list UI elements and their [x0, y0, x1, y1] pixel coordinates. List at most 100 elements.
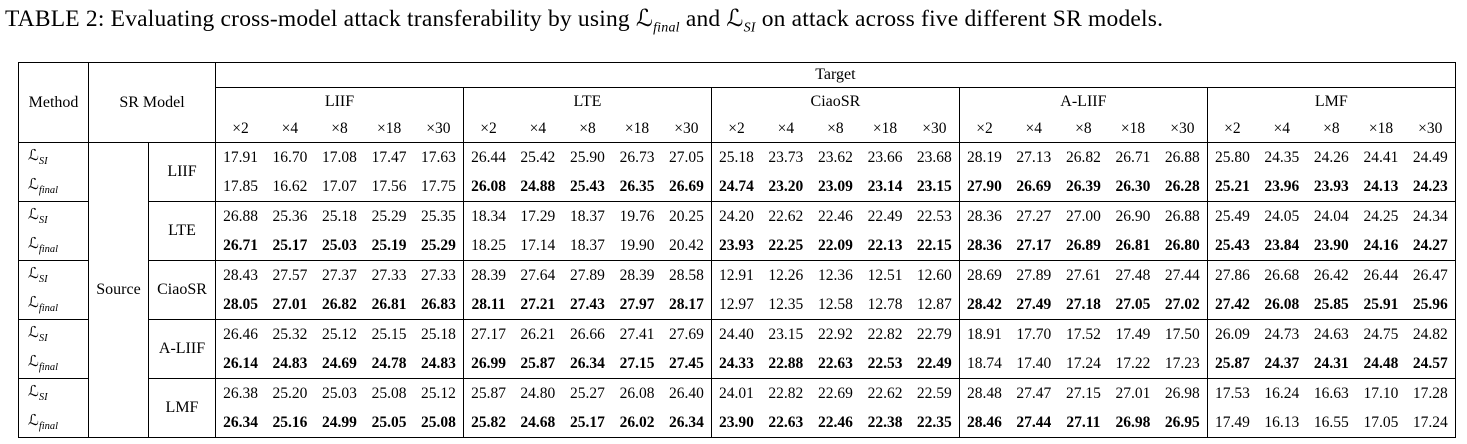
psnr-cell: 28.46 [967, 413, 1002, 431]
psnr-cell: 27.44 [1016, 413, 1052, 431]
psnr-cell: 23.62 [817, 148, 853, 166]
psnr-cell: 24.99 [322, 413, 357, 431]
psnr-cell: 26.09 [1207, 319, 1257, 349]
psnr-cell: 26.42 [1306, 260, 1357, 290]
loss-subscript: SI [38, 214, 48, 226]
psnr-cell: 28.36 [959, 201, 1009, 231]
psnr-cell: 22.92 [810, 319, 861, 349]
psnr-cell: 16.24 [1256, 378, 1307, 408]
psnr-cell: 27.89 [1009, 260, 1059, 290]
psnr-cell: 22.82 [761, 378, 811, 408]
psnr-cell: 27.43 [570, 295, 605, 313]
loss-symbol: ℒ [28, 322, 39, 341]
header-scale: ×18 [364, 116, 414, 143]
psnr-cell: 25.29 [364, 201, 414, 231]
psnr-cell: 24.48 [1363, 354, 1399, 372]
psnr-cell: 24.33 [719, 354, 754, 372]
psnr-cell: 24.23 [1412, 177, 1448, 195]
psnr-cell: 24.27 [1412, 236, 1448, 254]
header-scale: ×2 [215, 116, 266, 143]
psnr-cell: 17.49 [1108, 319, 1158, 349]
psnr-cell: 23.73 [768, 148, 804, 166]
header-scale: ×18 [1108, 116, 1158, 143]
psnr-cell: 25.19 [371, 236, 407, 254]
psnr-cell: 26.88 [215, 201, 266, 231]
method-label-si: ℒSI [18, 142, 89, 172]
psnr-cell: 28.58 [661, 260, 712, 290]
psnr-cell: 17.91 [223, 148, 258, 166]
psnr-cell: 27.90 [967, 177, 1002, 195]
psnr-cell: 20.42 [661, 231, 712, 261]
header-scale: ×30 [909, 116, 960, 143]
caption-text-after: on attack across five different SR model… [761, 6, 1164, 32]
psnr-cell: 26.95 [1157, 408, 1208, 438]
psnr-cell: 26.46 [215, 319, 266, 349]
psnr-cell: 25.16 [272, 413, 308, 431]
psnr-cell: 27.97 [619, 295, 655, 313]
loss-subscript: final [38, 184, 59, 196]
psnr-cell: 17.49 [1214, 413, 1250, 431]
psnr-cell: 12.58 [817, 295, 853, 313]
header-scale: ×8 [810, 116, 861, 143]
transferability-table: Method SR Model Target LIIF LTE CiaoSR A-LIIF L… [18, 62, 1456, 438]
psnr-cell: 24.31 [1313, 354, 1349, 372]
psnr-cell: 18.34 [463, 201, 514, 231]
psnr-cell: 26.69 [1016, 177, 1052, 195]
psnr-cell: 24.83 [272, 354, 308, 372]
loss-symbol: ℒ [28, 351, 39, 370]
psnr-cell: 23.15 [909, 172, 960, 202]
psnr-cell: 22.69 [810, 378, 861, 408]
model-label-liif: LIIF [148, 142, 216, 202]
psnr-cell: 27.05 [1115, 295, 1151, 313]
psnr-cell: 28.17 [661, 290, 712, 320]
psnr-cell: 26.90 [1108, 201, 1158, 231]
psnr-cell: 25.36 [265, 201, 315, 231]
psnr-cell: 26.88 [1157, 142, 1208, 172]
header-group-a-liif: A-LIIF [959, 87, 1208, 116]
psnr-cell: 17.10 [1356, 378, 1406, 408]
source-label: Source [88, 142, 149, 438]
psnr-cell: 17.07 [322, 177, 357, 195]
header-group-lmf: LMF [1314, 93, 1348, 110]
psnr-cell: 25.91 [1363, 295, 1399, 313]
psnr-cell: 26.44 [471, 148, 506, 166]
psnr-cell: 24.57 [1412, 354, 1448, 372]
psnr-cell: 17.14 [520, 236, 556, 254]
psnr-cell: 25.49 [1207, 201, 1257, 231]
psnr-cell: 23.68 [909, 142, 960, 172]
loss-final-symbol: ℒ [635, 4, 654, 32]
psnr-cell: 28.11 [471, 295, 506, 313]
loss-symbol: ℒ [28, 410, 39, 429]
psnr-cell: 26.34 [570, 354, 605, 372]
psnr-cell: 28.69 [959, 260, 1009, 290]
psnr-cell: 17.85 [223, 177, 258, 195]
psnr-cell: 25.18 [314, 201, 365, 231]
psnr-cell: 24.78 [371, 354, 407, 372]
psnr-cell: 27.89 [562, 260, 613, 290]
header-scale: ×4 [1256, 116, 1307, 143]
psnr-cell: 24.05 [1256, 201, 1307, 231]
psnr-cell: 25.20 [265, 378, 315, 408]
psnr-cell: 26.80 [1157, 231, 1208, 261]
psnr-cell: 24.74 [719, 177, 754, 195]
psnr-cell: 17.75 [413, 172, 464, 202]
psnr-cell: 27.33 [364, 260, 414, 290]
psnr-cell: 25.43 [1214, 236, 1250, 254]
psnr-cell: 27.57 [265, 260, 315, 290]
psnr-cell: 27.47 [1009, 378, 1059, 408]
psnr-cell: 22.46 [817, 413, 853, 431]
psnr-cell: 27.02 [1157, 290, 1208, 320]
psnr-cell: 25.03 [314, 378, 365, 408]
psnr-cell: 26.88 [1157, 201, 1208, 231]
psnr-cell: 25.35 [413, 201, 464, 231]
psnr-cell: 26.82 [1065, 148, 1101, 166]
loss-subscript: final [38, 420, 59, 432]
psnr-cell: 24.73 [1256, 319, 1307, 349]
psnr-cell: 25.12 [413, 378, 464, 408]
psnr-cell: 25.18 [719, 148, 754, 166]
header-scale: ×30 [1405, 116, 1456, 143]
psnr-cell: 26.14 [223, 354, 258, 372]
psnr-cell: 27.17 [463, 319, 514, 349]
table-caption: TABLE 2: Evaluating cross-model attack t… [5, 4, 1463, 37]
loss-si-subscript: SI [743, 20, 756, 36]
